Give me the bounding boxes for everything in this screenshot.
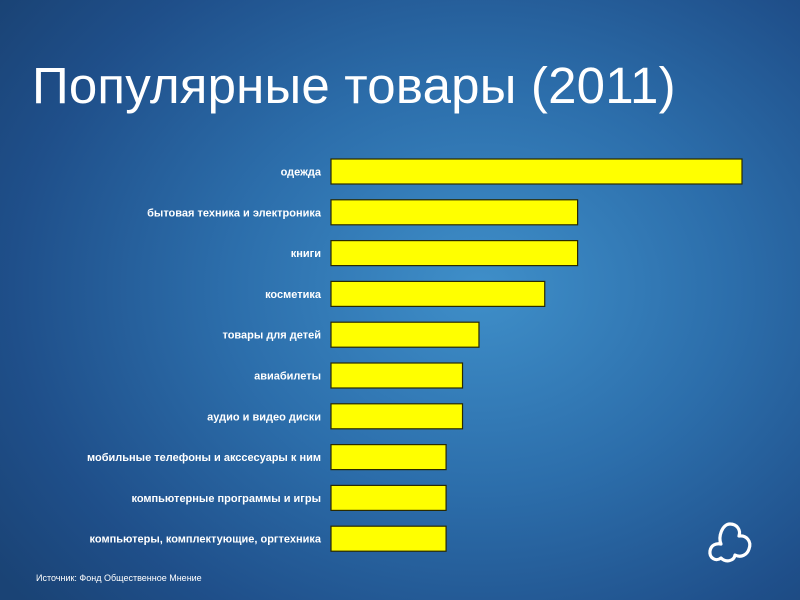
category-label-6: аудио и видео диски bbox=[207, 411, 321, 423]
bar-0 bbox=[330, 158, 743, 185]
chart-title: Популярные товары (2011) bbox=[32, 57, 676, 114]
category-label-8: компьютерные программы и игры bbox=[131, 493, 321, 505]
bar-2 bbox=[330, 240, 579, 267]
fom-cloud-logo-icon bbox=[708, 522, 752, 563]
category-label-0: одежда bbox=[281, 167, 322, 179]
bar-7 bbox=[330, 444, 447, 471]
bar-9 bbox=[330, 525, 447, 552]
category-label-3: косметика bbox=[265, 289, 322, 301]
category-label-5: авиабилеты bbox=[254, 371, 321, 383]
category-label-4: товары для детей bbox=[222, 330, 321, 342]
bar-4 bbox=[330, 321, 480, 348]
source-note: Источник: Фонд Общественное Мнение bbox=[36, 573, 202, 583]
category-label-1: бытовая техника и электроника bbox=[147, 207, 322, 219]
bar-1 bbox=[330, 199, 579, 226]
category-label-9: компьютеры, комплектующие, оргтехника bbox=[90, 534, 322, 546]
category-label-7: мобильные телефоны и акссесуары к ним bbox=[87, 452, 321, 464]
bar-6 bbox=[330, 403, 464, 430]
bar-8 bbox=[330, 484, 447, 511]
bar-3 bbox=[330, 280, 546, 307]
category-label-2: книги bbox=[291, 248, 321, 260]
bar-5 bbox=[330, 362, 464, 389]
